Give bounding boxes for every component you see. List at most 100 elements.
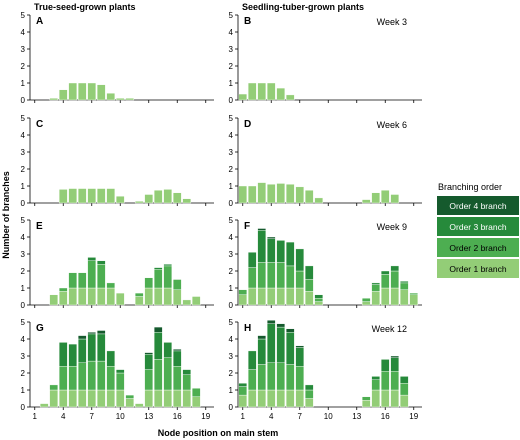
y-tick-label: 3 <box>229 148 234 157</box>
bar-segment-order-1-branch <box>115 195 125 204</box>
bar-segment-order-3-branch <box>276 240 286 263</box>
bar-segment-order-2-branch <box>304 389 314 399</box>
bar-segment-order-3-branch <box>172 350 182 367</box>
y-tick-label: 3 <box>21 148 26 157</box>
bar-segment-order-2-branch <box>106 282 116 289</box>
bar-segment-order-3-branch <box>153 332 163 360</box>
bar-segment-order-3-branch <box>266 323 276 364</box>
bar-segment-order-3-branch <box>295 347 305 367</box>
bar-segment-order-1-branch <box>266 184 276 204</box>
bar-segment-order-1-branch <box>77 287 87 306</box>
y-tick-label: 4 <box>229 28 234 37</box>
bar-segment-order-2-branch <box>399 282 409 290</box>
bar-segment-order-1-branch <box>153 389 163 408</box>
bar-segment-order-1-branch <box>361 301 371 306</box>
bar-segment-order-1-branch <box>87 82 97 101</box>
bar-segment-order-1-branch <box>247 82 257 101</box>
bar-segment-order-1-branch <box>87 389 97 408</box>
bar-segment-order-1-branch <box>285 184 295 204</box>
bar-segment-order-2-branch <box>163 357 173 391</box>
y-tick-label: 1 <box>229 182 234 191</box>
bar-segment-order-1-branch <box>191 396 201 408</box>
bar-segment-order-1-branch <box>276 183 286 204</box>
bar-segment-order-3-branch <box>257 338 267 365</box>
bar-segment-order-1-branch <box>125 398 135 408</box>
y-tick-label: 5 <box>229 114 234 123</box>
bar-segment-order-4-branch <box>153 326 163 333</box>
bar-segment-order-2-branch <box>68 366 78 391</box>
legend-swatch <box>437 196 519 215</box>
y-tick-label: 0 <box>21 403 26 412</box>
panel-letter: A <box>36 16 43 27</box>
bar-segment-order-1-branch <box>77 188 87 204</box>
y-tick-label: 5 <box>21 11 26 20</box>
bar-segment-order-1-branch <box>96 287 106 306</box>
bar-segment-order-1-branch <box>77 82 87 101</box>
bar-segment-order-2-branch <box>276 262 286 289</box>
x-tick-label: 16 <box>173 412 182 421</box>
y-tick-label: 4 <box>229 233 234 242</box>
bar-segment-order-1-branch <box>257 389 267 408</box>
y-tick-label: 4 <box>21 131 26 140</box>
bar-segment-order-3-branch <box>399 281 409 284</box>
bar-segment-order-1-branch <box>144 389 154 408</box>
panel-letter: D <box>244 119 251 130</box>
panel-F: 0 1 2 3 4 5 F Week 9 <box>229 216 422 310</box>
bar-segment-order-3-branch <box>144 354 154 370</box>
bar-segment-order-1-branch <box>125 98 135 101</box>
bar-segment-order-3-branch <box>87 333 97 362</box>
bar-segment-order-1-branch <box>380 287 390 306</box>
bar-segment-order-2-branch <box>380 371 390 391</box>
bar-segment-order-1-branch <box>87 287 97 306</box>
bar-segment-order-1-branch <box>304 291 314 306</box>
bar-segment-order-1-branch <box>247 287 257 306</box>
week-label: Week 6 <box>377 120 407 130</box>
panel-letter: F <box>244 221 250 232</box>
bar-segment-order-1-branch <box>49 294 59 306</box>
x-tick-label: 10 <box>324 412 333 421</box>
bar-segment-order-1-branch <box>285 94 295 101</box>
y-tick-label: 3 <box>21 250 26 259</box>
bar-segment-order-1-branch <box>238 93 248 101</box>
y-tick-label: 5 <box>229 318 234 327</box>
bar-segment-order-2-branch <box>361 298 371 302</box>
bar-segment-order-2-branch <box>58 287 68 292</box>
bar-segment-order-4-branch <box>144 352 154 355</box>
bar-segment-order-2-branch <box>144 369 154 391</box>
panel-B: 0 1 2 3 4 5 B Week 3 <box>229 11 422 105</box>
bar-segment-order-1-branch <box>266 287 276 306</box>
bar-segment-order-1-branch <box>191 296 201 306</box>
y-tick-label: 3 <box>229 250 234 259</box>
bar-segment-order-2-branch <box>172 279 182 290</box>
legend-title: Branching order <box>438 182 502 192</box>
x-tick-label: 13 <box>144 412 153 421</box>
bar-segment-order-4-branch <box>257 335 267 340</box>
legend: Branching order Order 4 branch Order 3 br… <box>437 182 519 278</box>
bar-segment-order-2-branch <box>276 362 286 391</box>
bar-segment-order-3-branch <box>285 241 295 267</box>
bar-segment-order-1-branch <box>68 389 78 408</box>
bar-segment-order-1-branch <box>96 389 106 408</box>
bar-segment-order-2-branch <box>68 272 78 289</box>
bar-segment-order-1-branch <box>134 403 144 408</box>
bar-segment-order-3-branch <box>276 326 286 364</box>
bar-segment-order-2-branch <box>238 289 248 296</box>
x-tick-label: 1 <box>33 412 38 421</box>
bar-segment-order-1-branch <box>380 190 390 204</box>
bar-segment-order-3-branch <box>115 369 125 374</box>
legend-label: Order 4 branch <box>449 201 506 211</box>
bar-segment-order-2-branch <box>247 369 257 391</box>
bar-segment-order-2-branch <box>361 396 371 401</box>
bar-segment-order-1-branch <box>96 84 106 101</box>
bar-segment-order-1-branch <box>68 188 78 204</box>
legend-entry: Order 4 branch <box>437 196 519 215</box>
panel-letter: C <box>36 119 43 130</box>
col-title-right: Seedling-tuber-grown plants <box>242 2 364 12</box>
y-tick-label: 0 <box>229 403 234 412</box>
bar-segment-order-1-branch <box>77 389 87 408</box>
bar-segment-order-1-branch <box>153 190 163 204</box>
bar-segment-order-2-branch <box>390 270 400 289</box>
y-tick-label: 0 <box>21 96 26 105</box>
y-tick-label: 2 <box>21 62 26 71</box>
y-tick-label: 0 <box>229 96 234 105</box>
